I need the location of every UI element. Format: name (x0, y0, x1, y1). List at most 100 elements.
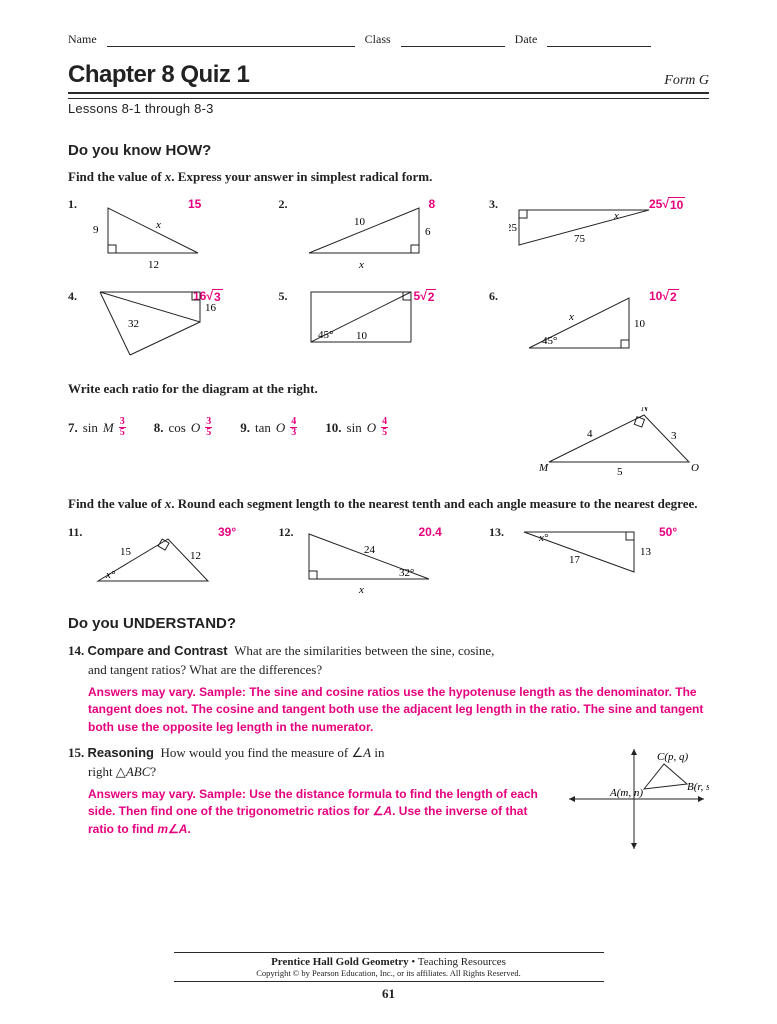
svg-text:45°: 45° (542, 335, 557, 347)
problem-11: 11. 39° 15 12 x° (68, 523, 268, 603)
triangle-diagram: x 16 32 (90, 287, 230, 359)
ratio-problems: 7.sin M 35 8.cos O 35 9.tan O 43 10.sin … (68, 407, 388, 438)
page-footer: Prentice Hall Gold Geometry • Teaching R… (0, 952, 777, 1002)
svg-text:9: 9 (93, 224, 99, 236)
problem-number: 5. (279, 289, 288, 304)
page-number: 61 (0, 986, 777, 1002)
answer-text: Answers may vary. Sample: Use the distan… (88, 786, 543, 838)
problem-number: 1. (68, 197, 77, 212)
class-label: Class (365, 32, 391, 47)
svg-text:x: x (144, 287, 150, 290)
svg-text:16: 16 (205, 302, 217, 314)
problem-9: 9.tan O 43 (240, 417, 297, 438)
svg-text:10: 10 (356, 330, 368, 342)
svg-text:12: 12 (148, 259, 159, 271)
triangle-diagram: x 45° 10 (301, 287, 441, 359)
problem-4: 4. 16√3 x 16 32 (68, 287, 268, 367)
problem-14: 14. Compare and Contrast What are the si… (68, 642, 709, 736)
svg-text:x: x (568, 311, 574, 323)
answer-frac: 35 (119, 417, 126, 438)
name-label: Name (68, 32, 97, 47)
triangle-diagram: x 10 45° (514, 293, 664, 365)
triangle-diagram: 9 12 x (88, 203, 238, 275)
instruction-2: Find the value of x. Round each segment … (68, 495, 709, 513)
svg-text:24: 24 (364, 544, 376, 556)
class-blank[interactable] (401, 32, 505, 47)
problem-6: 6. 10√2 x 10 45° (489, 287, 709, 367)
header-fields: Name Class Date (68, 32, 709, 47)
triangle-diagram: 25 x 75 (509, 205, 669, 263)
problem-15: 15. Reasoning How would you find the mea… (68, 744, 709, 854)
page-title: Chapter 8 Quiz 1 (68, 61, 249, 89)
svg-text:5: 5 (617, 466, 623, 478)
svg-text:N: N (640, 407, 649, 414)
problem-3: 3. 25√10 25 x 75 (489, 195, 709, 275)
svg-text:x°: x° (105, 569, 116, 581)
svg-text:x: x (355, 287, 361, 290)
problem-2: 2. 8 10 6 x (279, 195, 479, 275)
svg-text:x: x (613, 210, 619, 222)
svg-text:O: O (691, 462, 699, 474)
svg-text:x: x (358, 584, 364, 596)
section-how-heading: Do you know HOW? (68, 142, 709, 159)
problem-number: 12. (279, 525, 294, 540)
lessons-range: Lessons 8-1 through 8-3 (68, 101, 709, 116)
worksheet-page: Name Class Date Chapter 8 Quiz 1 Form G … (0, 0, 777, 1024)
svg-text:C(p, q): C(p, q) (657, 751, 689, 763)
problem-12: 12. 20.4 24 32° x (279, 523, 479, 603)
svg-text:75: 75 (574, 233, 586, 245)
problem-13: 13. 50° x° 13 17 (489, 523, 709, 603)
problem-number: 2. (279, 197, 288, 212)
ratio-triangle-diagram: N M O 4 3 5 (539, 407, 709, 479)
answer-text: Answers may vary. Sample: The sine and c… (88, 684, 709, 736)
problem-8: 8.cos O 35 (154, 417, 212, 438)
name-blank[interactable] (107, 32, 355, 47)
instruction-1: Find the value of x. Express your answer… (68, 169, 709, 185)
problem-row-1: 1. 15 9 12 x 2. 8 10 6 x 3. (68, 195, 709, 275)
section-understand-heading: Do you UNDERSTAND? (68, 615, 709, 632)
date-blank[interactable] (547, 32, 651, 47)
answer-frac: 43 (290, 417, 297, 438)
answer-frac: 45 (381, 417, 388, 438)
problem-row-2: 4. 16√3 x 16 32 5. 5√2 (68, 287, 709, 367)
svg-text:A(m, n): A(m, n) (609, 787, 643, 799)
svg-text:15: 15 (120, 546, 132, 558)
svg-text:x: x (155, 219, 161, 231)
svg-text:32°: 32° (399, 567, 414, 579)
svg-text:12: 12 (190, 550, 201, 562)
svg-text:4: 4 (587, 428, 593, 440)
problem-number: 6. (489, 289, 498, 304)
svg-text:13: 13 (640, 546, 652, 558)
date-label: Date (515, 32, 538, 47)
triangle-diagram: x° 13 17 (514, 527, 674, 593)
title-row: Chapter 8 Quiz 1 Form G (68, 61, 709, 94)
svg-text:x: x (358, 259, 364, 271)
problem-5: 5. 5√2 x 45° 10 (279, 287, 479, 367)
svg-text:3: 3 (671, 430, 677, 442)
svg-text:25: 25 (509, 222, 518, 234)
problem-number: 13. (489, 525, 504, 540)
answer-frac: 35 (205, 417, 212, 438)
triangle-diagram: 10 6 x (299, 203, 459, 275)
svg-text:10: 10 (354, 216, 366, 228)
svg-text:45°: 45° (318, 329, 333, 341)
svg-text:6: 6 (425, 226, 431, 238)
instruction-ratio: Write each ratio for the diagram at the … (68, 381, 709, 397)
problem-10: 10.sin O 45 (325, 417, 388, 438)
svg-text:B(r, s): B(r, s) (687, 781, 709, 793)
problem-row-3: 11. 39° 15 12 x° 12. 20.4 24 32° x (68, 523, 709, 603)
svg-text:M: M (539, 462, 549, 474)
problem-number: 3. (489, 197, 498, 212)
triangle-diagram: 24 32° x (299, 529, 459, 601)
problem-7: 7.sin M 35 (68, 417, 126, 438)
problem-number: 4. (68, 289, 77, 304)
svg-text:x°: x° (538, 532, 549, 544)
problem-1: 1. 15 9 12 x (68, 195, 268, 275)
triangle-diagram: 15 12 x° (88, 531, 248, 599)
svg-text:10: 10 (634, 318, 646, 330)
svg-text:17: 17 (569, 554, 581, 566)
svg-text:32: 32 (128, 318, 139, 330)
form-label: Form G (664, 73, 709, 89)
problem-number: 11. (68, 525, 82, 540)
coordinate-triangle-diagram: C(p, q) B(r, s) A(m, n) (559, 744, 709, 854)
